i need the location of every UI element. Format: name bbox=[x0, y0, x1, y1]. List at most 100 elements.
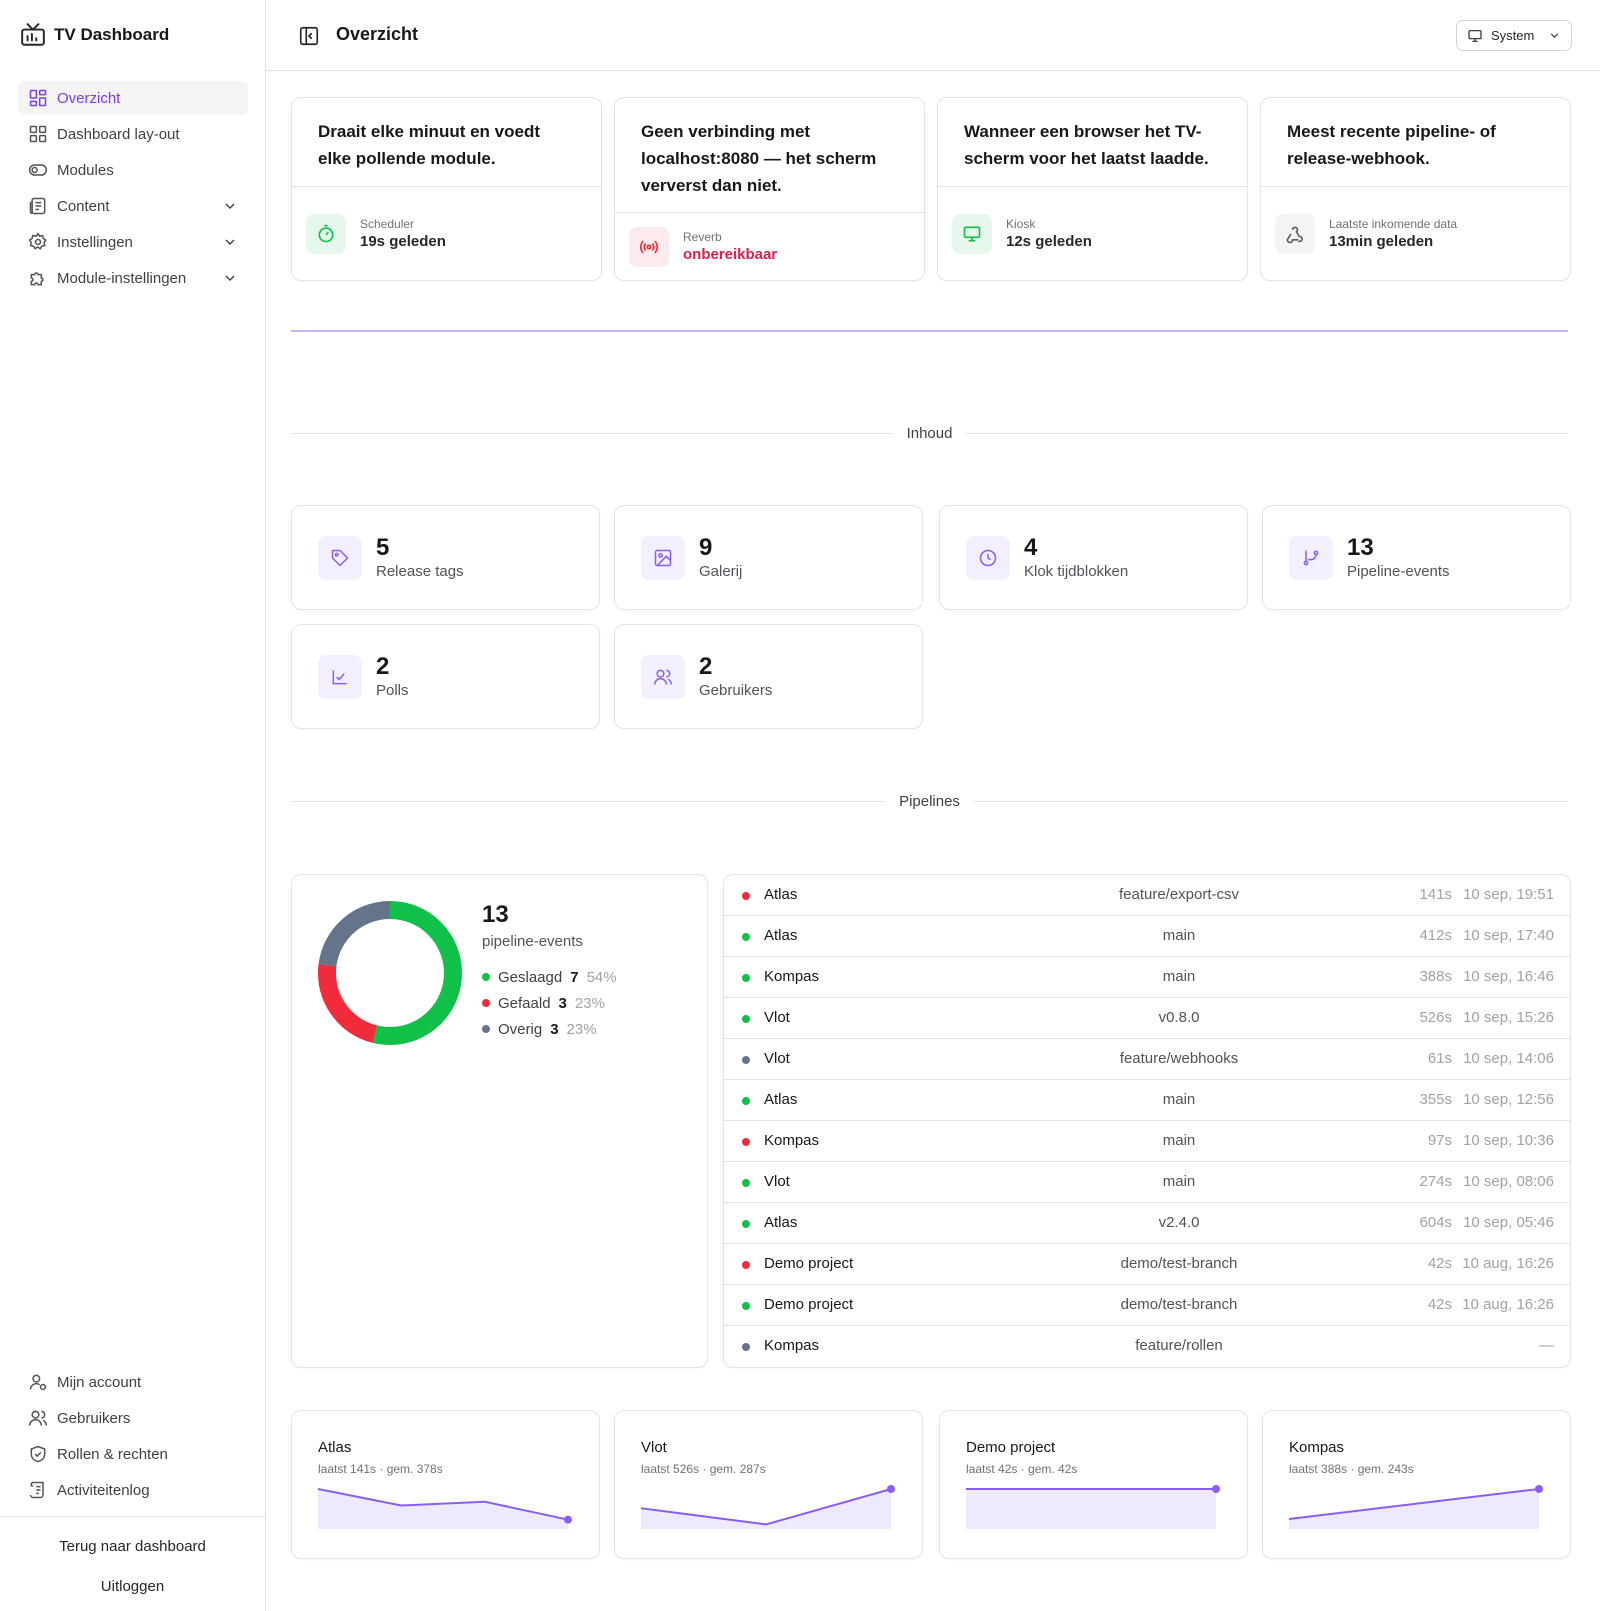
donut-slice-geslaagd bbox=[318, 901, 462, 1045]
pipeline-row[interactable]: Kompas main 388s 10 sep, 16:46 bbox=[724, 957, 1570, 998]
pipeline-row[interactable]: Atlas main 412s 10 sep, 17:40 bbox=[724, 916, 1570, 957]
users-icon bbox=[653, 669, 673, 685]
sparkline-last-point bbox=[887, 1485, 895, 1493]
nav-item-gebruikers[interactable]: Gebruikers bbox=[18, 1401, 248, 1435]
sparkline-stat: laatst 141s · gem. 378s bbox=[318, 1462, 443, 1476]
status-meta: Scheduler 19s geleden bbox=[292, 186, 601, 280]
sidebar-toggle-icon[interactable] bbox=[298, 25, 320, 47]
stat-icon-box bbox=[1289, 535, 1333, 580]
pipeline-project: Atlas bbox=[764, 927, 798, 944]
pipeline-row[interactable]: Vlot main 274s 10 sep, 08:06 bbox=[724, 1162, 1570, 1203]
pipeline-row[interactable]: Vlot feature/webhooks 61s 10 sep, 14:06 bbox=[724, 1039, 1570, 1080]
pipeline-row[interactable]: Atlas feature/export-csv 141s 10 sep, 19:51 bbox=[724, 875, 1570, 916]
status-dot bbox=[742, 1097, 750, 1105]
sparkline-project: Atlas bbox=[318, 1439, 352, 1456]
stat-icon-box bbox=[318, 654, 362, 699]
top-header: Overzicht System bbox=[266, 0, 1600, 71]
stat-card-galerij[interactable]: 9 Galerij bbox=[614, 505, 923, 610]
sidebar-footer: Terug naar dashboard Uitloggen bbox=[0, 1516, 265, 1607]
stat-card-release-tags[interactable]: 5 Release tags bbox=[291, 505, 600, 610]
sparkline-chart bbox=[966, 1485, 1220, 1529]
pipeline-project: Kompas bbox=[764, 1337, 820, 1354]
pipeline-duration: 97s bbox=[1427, 1132, 1452, 1149]
document-icon bbox=[29, 197, 46, 215]
nav-item-overzicht[interactable]: Overzicht bbox=[18, 81, 248, 115]
pipeline-row[interactable]: Atlas main 355s 10 sep, 12:56 bbox=[724, 1080, 1570, 1121]
status-icon-box bbox=[952, 213, 992, 254]
pipeline-branch: feature/export-csv bbox=[1118, 886, 1240, 903]
stat-value: 9 bbox=[699, 534, 713, 561]
donut-slice-gefaald bbox=[318, 901, 462, 1045]
pipeline-total-label: pipeline-events bbox=[482, 933, 583, 950]
shield-icon bbox=[30, 1445, 46, 1463]
status-value: onbereikbaar bbox=[683, 246, 778, 263]
monitor-icon bbox=[963, 226, 981, 241]
app-brand[interactable]: TV Dashboard bbox=[20, 22, 169, 48]
status-description: Draait elke minuut en voedt elke pollend… bbox=[318, 122, 540, 168]
status-dot bbox=[742, 1220, 750, 1228]
pipeline-row[interactable]: Kompas main 97s 10 sep, 10:36 bbox=[724, 1121, 1570, 1162]
stat-icon-box bbox=[318, 535, 362, 580]
nav-item-instellingen[interactable]: Instellingen bbox=[18, 225, 248, 259]
theme-select[interactable]: System bbox=[1456, 20, 1572, 51]
stat-label: Galerij bbox=[699, 563, 743, 580]
legend-name: Gefaald bbox=[498, 994, 551, 1012]
stat-label: Klok tijdblokken bbox=[1024, 563, 1129, 580]
pipeline-donut-chart bbox=[318, 901, 462, 1045]
sparkline-project: Vlot bbox=[641, 1439, 667, 1456]
sparkline-card-demo-project: Demo project laatst 42s · gem. 42s bbox=[939, 1410, 1248, 1559]
scroll-icon bbox=[29, 1481, 44, 1499]
pipeline-project: Atlas bbox=[764, 1214, 798, 1231]
legend-count: 7 bbox=[570, 968, 579, 986]
nav-item-dashboard-layout[interactable]: Dashboard lay-out bbox=[18, 117, 248, 151]
pipeline-row[interactable]: Vlot v0.8.0 526s 10 sep, 15:26 bbox=[724, 998, 1570, 1039]
status-meta: Reverb onbereikbaar bbox=[615, 212, 924, 280]
chevron-down-icon[interactable] bbox=[222, 234, 238, 250]
status-value: 12s geleden bbox=[1006, 233, 1092, 250]
section-title: Inhoud bbox=[906, 424, 953, 442]
stat-card-polls[interactable]: 2 Polls bbox=[291, 624, 600, 729]
sparkline-project: Kompas bbox=[1289, 1439, 1345, 1456]
chevron-down-icon[interactable] bbox=[222, 198, 238, 214]
pipeline-duration: 141s bbox=[1419, 886, 1452, 903]
nav-item-rollen-rechten[interactable]: Rollen & rechten bbox=[18, 1437, 248, 1471]
pipeline-row[interactable]: Demo project demo/test-branch 42s 10 aug, 1… bbox=[724, 1285, 1570, 1326]
users-icon bbox=[28, 1410, 48, 1426]
sparkline-line bbox=[641, 1488, 892, 1526]
gear-icon bbox=[28, 232, 47, 250]
nav-item-content[interactable]: Content bbox=[18, 189, 248, 223]
pipeline-row[interactable]: Atlas v2.4.0 604s 10 sep, 05:46 bbox=[724, 1203, 1570, 1244]
sparkline-last-point bbox=[1212, 1485, 1220, 1493]
pipeline-duration: 604s bbox=[1419, 1214, 1452, 1231]
clock-icon bbox=[979, 549, 997, 566]
nav-item-activiteitenlog[interactable]: Activiteitenlog bbox=[18, 1473, 248, 1507]
stat-card-gebruikers[interactable]: 2 Gebruikers bbox=[614, 624, 923, 729]
nav-item-module-instellingen[interactable]: Module-instellingen bbox=[18, 261, 248, 295]
chevron-down-icon[interactable] bbox=[222, 270, 238, 286]
pipeline-branch: v2.4.0 bbox=[1158, 1214, 1200, 1231]
stat-value: 2 bbox=[699, 653, 713, 680]
legend-name: Geslaagd bbox=[498, 968, 563, 986]
sparkline-last-point bbox=[1535, 1485, 1543, 1493]
status-key: Kiosk bbox=[1006, 217, 1036, 231]
logout-link[interactable]: Uitloggen bbox=[100, 1578, 165, 1595]
back-to-dashboard-link[interactable]: Terug naar dashboard bbox=[59, 1538, 206, 1555]
pipeline-summary-card: 13 pipeline-events Geslaagd 7 54% Gefaald 3… bbox=[291, 874, 708, 1368]
pipeline-row[interactable]: Kompas feature/rollen — bbox=[724, 1326, 1570, 1367]
layout-icon bbox=[29, 125, 47, 143]
stat-label: Polls bbox=[376, 682, 409, 699]
stat-card-pipeline-events[interactable]: 13 Pipeline-events bbox=[1262, 505, 1571, 610]
legend-count: 3 bbox=[550, 1020, 559, 1038]
pipeline-row[interactable]: Demo project demo/test-branch 42s 10 aug, 1… bbox=[724, 1244, 1570, 1285]
section-divider-pipelines: Pipelines bbox=[291, 791, 1568, 811]
pipeline-time: 10 sep, 14:06 bbox=[1463, 1050, 1554, 1067]
pipeline-branch: v0.8.0 bbox=[1158, 1009, 1200, 1026]
poll-icon bbox=[332, 669, 347, 684]
pipeline-branch: main bbox=[1162, 1173, 1196, 1190]
stat-card-klok[interactable]: 4 Klok tijdblokken bbox=[939, 505, 1248, 610]
sparkline-last-point bbox=[564, 1515, 572, 1524]
nav-item-mijn-account[interactable]: Mijn account bbox=[18, 1365, 248, 1399]
sparkline-stat: laatst 42s · gem. 42s bbox=[966, 1462, 1078, 1476]
status-dot bbox=[742, 1179, 750, 1187]
nav-item-modules[interactable]: Modules bbox=[18, 153, 248, 187]
